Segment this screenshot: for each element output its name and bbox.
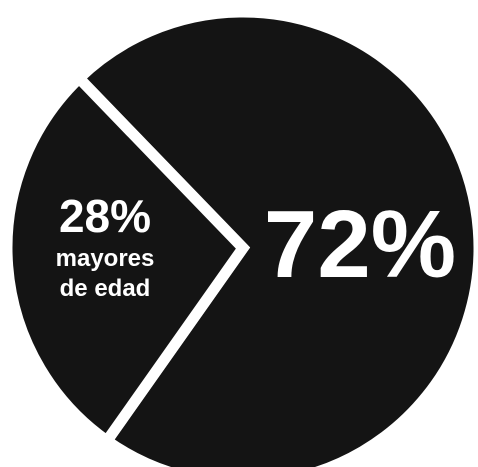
slice-value-label: 72%	[263, 191, 457, 298]
pie-slice	[1, 70, 251, 449]
pie-slice	[71, 6, 478, 467]
slice-value-label: 28%	[58, 190, 152, 242]
slice-category-label: mayores de edad	[55, 245, 155, 302]
